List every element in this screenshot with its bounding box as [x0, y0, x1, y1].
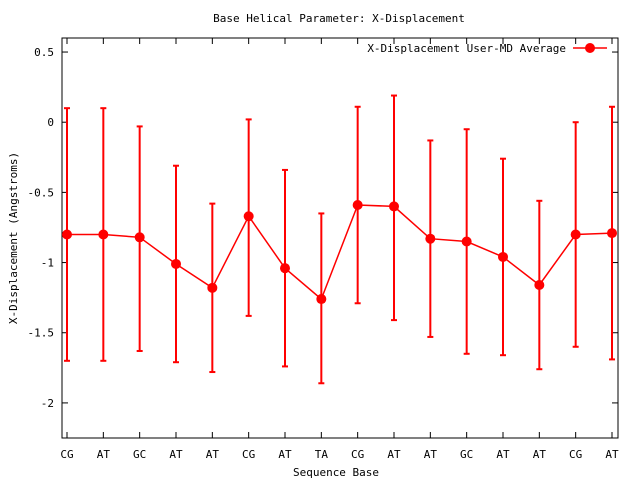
data-point	[134, 232, 145, 243]
x-tick-label: GC	[133, 448, 146, 461]
x-tick-label: CG	[242, 448, 255, 461]
x-axis: CG AT GC AT AT CG AT TA CG AT AT GC AT AT CG AT	[60, 38, 619, 461]
y-axis: 0.5 0 -0.5 -1 -1.5 -2	[28, 46, 618, 410]
x-tick-label: AT	[424, 448, 438, 461]
x-tick-label: AT	[605, 448, 619, 461]
data-point	[243, 211, 254, 222]
x-tick-label: CG	[351, 448, 364, 461]
legend: X-Displacement User-MD Average	[367, 42, 607, 55]
y-tick-label: -0.5	[28, 186, 55, 199]
data-point	[607, 228, 617, 239]
y-tick-label: 0.5	[34, 46, 54, 59]
y-tick-label: 0	[47, 116, 54, 129]
legend-label: X-Displacement User-MD Average	[367, 42, 566, 55]
series-line	[67, 204, 613, 301]
x-tick-label: GC	[460, 448, 473, 461]
data-point	[498, 251, 508, 262]
data-point	[461, 236, 472, 247]
x-tick-label: AT	[278, 448, 292, 461]
error-bars	[64, 94, 615, 385]
x-tick-label: AT	[533, 448, 547, 461]
data-point	[62, 229, 72, 240]
data-points	[62, 200, 617, 305]
x-tick-label: CG	[569, 448, 582, 461]
data-point	[534, 280, 545, 291]
data-point	[207, 282, 218, 293]
y-tick-label: -1.5	[28, 327, 55, 340]
data-point	[352, 200, 363, 211]
plot-frame	[61, 37, 619, 439]
data-point	[316, 294, 327, 305]
x-tick-label: AT	[496, 448, 510, 461]
y-tick-label: -1	[41, 257, 54, 270]
x-tick-label: AT	[387, 448, 401, 461]
x-axis-label: Sequence Base	[293, 466, 379, 479]
data-point	[570, 229, 581, 240]
y-tick-label: -2	[41, 397, 54, 410]
chart-title: Base Helical Parameter: X-Displacement	[213, 12, 465, 25]
data-point	[389, 201, 399, 212]
x-tick-label: AT	[206, 448, 220, 461]
x-tick-label: CG	[60, 448, 73, 461]
x-tick-label: AT	[169, 448, 183, 461]
data-point	[425, 233, 436, 244]
data-point	[280, 263, 290, 274]
data-point	[98, 229, 109, 240]
y-axis-label: X-Displacement (Angstroms)	[7, 152, 20, 324]
data-point	[171, 258, 181, 269]
x-tick-label: AT	[97, 448, 111, 461]
legend-marker	[585, 43, 595, 53]
x-tick-label: TA	[315, 448, 329, 461]
